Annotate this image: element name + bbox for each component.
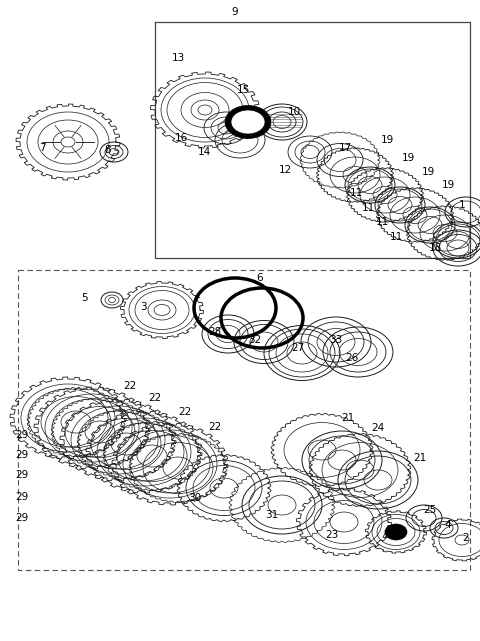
- Text: 29: 29: [15, 450, 29, 460]
- Text: 3: 3: [140, 302, 146, 312]
- Text: 12: 12: [278, 165, 292, 175]
- Text: 25: 25: [423, 505, 437, 515]
- Text: 22: 22: [179, 407, 192, 417]
- Text: 29: 29: [15, 513, 29, 523]
- Text: 19: 19: [380, 135, 394, 145]
- Text: 24: 24: [372, 423, 384, 433]
- Ellipse shape: [231, 110, 265, 134]
- Text: 11: 11: [361, 203, 374, 213]
- Text: 19: 19: [401, 153, 415, 163]
- Text: 11: 11: [349, 188, 362, 198]
- Text: 30: 30: [189, 493, 202, 503]
- Text: 22: 22: [148, 393, 162, 403]
- Text: 8: 8: [105, 145, 111, 155]
- Text: 22: 22: [123, 381, 137, 391]
- Text: 11: 11: [375, 217, 389, 227]
- Text: 31: 31: [265, 510, 278, 520]
- Text: 13: 13: [171, 53, 185, 63]
- Text: 20: 20: [384, 530, 396, 540]
- Text: 14: 14: [197, 147, 211, 157]
- Text: 7: 7: [39, 143, 45, 153]
- Text: 26: 26: [346, 353, 359, 363]
- Text: 33: 33: [329, 335, 343, 345]
- Text: 29: 29: [15, 430, 29, 440]
- Text: 11: 11: [389, 232, 403, 242]
- Text: 29: 29: [15, 492, 29, 502]
- Text: 28: 28: [208, 327, 222, 337]
- Text: 19: 19: [421, 167, 434, 177]
- Text: 32: 32: [248, 335, 262, 345]
- Text: 21: 21: [413, 453, 427, 463]
- Text: 5: 5: [82, 293, 88, 303]
- Text: 21: 21: [341, 413, 355, 423]
- Text: 18: 18: [428, 243, 442, 253]
- Text: 16: 16: [174, 133, 188, 143]
- Text: 23: 23: [325, 530, 338, 540]
- Text: 6: 6: [257, 273, 264, 283]
- Ellipse shape: [385, 524, 407, 540]
- Text: 4: 4: [444, 520, 451, 530]
- Text: 19: 19: [442, 180, 455, 190]
- Text: 17: 17: [338, 143, 352, 153]
- Text: 22: 22: [208, 422, 222, 432]
- Text: 10: 10: [288, 107, 300, 117]
- Text: 27: 27: [291, 343, 305, 353]
- Text: 29: 29: [15, 470, 29, 480]
- Text: 1: 1: [459, 200, 465, 210]
- Text: 2: 2: [463, 533, 469, 543]
- Ellipse shape: [225, 106, 271, 138]
- Text: 15: 15: [236, 85, 250, 95]
- Text: 9: 9: [232, 7, 238, 17]
